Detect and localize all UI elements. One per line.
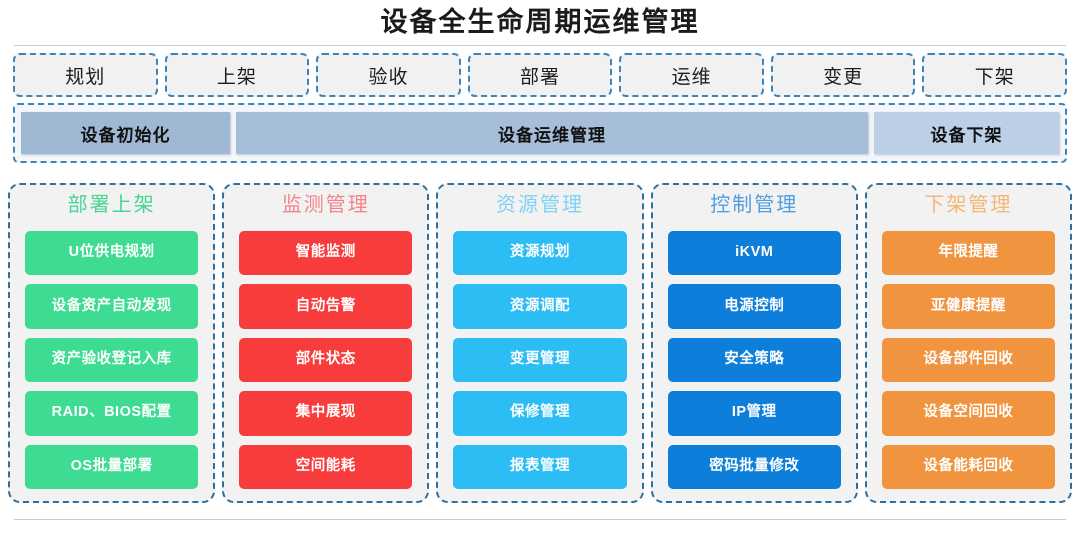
capability-item[interactable]: 资源规划 — [453, 231, 627, 276]
phase-box-1[interactable]: 规划 — [13, 53, 158, 97]
capability-item[interactable]: 资源调配 — [453, 284, 627, 329]
capability-item[interactable]: 设备部件回收 — [881, 337, 1056, 383]
lifecycle-phase-row: 规划 上架 验收 部署 运维 变更 下架 — [13, 53, 1068, 97]
capability-item[interactable]: RAID、BIOS配置 — [25, 391, 199, 436]
capability-item[interactable]: iKVM — [667, 231, 841, 276]
capability-item[interactable]: 变更管理 — [453, 337, 627, 383]
capability-item[interactable]: 密码批量修改 — [667, 444, 841, 490]
phase-box-4[interactable]: 部署 — [467, 53, 613, 97]
capability-item-list-2: 智能监测自动告警部件状态集中展现空间能耗 — [239, 231, 413, 490]
capability-item[interactable]: 自动告警 — [239, 284, 413, 329]
capability-item-list-4: iKVM 电源控制安全策略 IP管理密码批量修改 — [667, 231, 841, 490]
phase-box-6[interactable]: 变更 — [770, 53, 916, 97]
capability-item[interactable]: 资产验收登记入库 — [25, 337, 199, 383]
capability-card-3: 资源管理资源规划资源调配变更管理保修管理报表管理 — [436, 183, 644, 503]
capability-card-title-3: 资源管理 — [496, 194, 584, 216]
capability-item[interactable]: 安全策略 — [667, 337, 841, 383]
capability-item[interactable]: 保修管理 — [453, 391, 627, 436]
capability-item[interactable]: 空间能耗 — [239, 444, 413, 490]
stage-bar-group: 设备初始化 设备运维管理 设备下架 — [13, 103, 1067, 163]
phase-box-5[interactable]: 运维 — [619, 53, 764, 97]
phase-box-2[interactable]: 上架 — [164, 53, 310, 97]
capability-item[interactable]: 报表管理 — [453, 444, 627, 490]
footer-divider — [14, 519, 1066, 520]
capability-item[interactable]: OS批量部署 — [25, 444, 199, 490]
stage-bar-1[interactable]: 设备初始化 — [21, 112, 230, 154]
capability-item[interactable]: 设备资产自动发现 — [25, 284, 199, 329]
capability-item[interactable]: 年限提醒 — [881, 231, 1056, 276]
capability-item[interactable]: 设备能耗回收 — [881, 444, 1056, 490]
capability-item[interactable]: 电源控制 — [667, 284, 841, 329]
capability-card-5: 下架管理年限提醒亚健康提醒设备部件回收 设备空间回收 设备能耗回收 — [864, 183, 1073, 503]
stage-bar-2[interactable]: 设备运维管理 — [236, 112, 868, 154]
capability-item[interactable]: 部件状态 — [239, 337, 413, 383]
capability-column-group: 部署上架 U位供电规划 设备资产自动发现 资产验收登记入库 RAID、BIOS配置 OS批… — [8, 183, 1073, 503]
capability-card-2: 监测管理智能监测自动告警部件状态集中展现空间能耗 — [222, 183, 430, 503]
header-divider — [14, 45, 1066, 46]
capability-item[interactable]: U位供电规划 — [25, 231, 199, 276]
capability-card-title-2: 监测管理 — [281, 194, 370, 216]
phase-box-7[interactable]: 下架 — [922, 53, 1068, 97]
capability-card-title-1: 部署上架 — [67, 194, 156, 216]
capability-item[interactable]: 亚健康提醒 — [881, 284, 1056, 329]
capability-item-list-5: 年限提醒亚健康提醒设备部件回收 设备空间回收 设备能耗回收 — [881, 231, 1056, 490]
capability-item[interactable]: 集中展现 — [239, 391, 413, 436]
capability-item-list-3: 资源规划资源调配变更管理保修管理报表管理 — [453, 231, 627, 490]
capability-item-list-1: U位供电规划 设备资产自动发现 资产验收登记入库 RAID、BIOS配置 OS批量部署 — [25, 231, 199, 490]
capability-card-title-5: 下架管理 — [924, 194, 1013, 216]
capability-item[interactable]: IP管理 — [667, 391, 841, 436]
capability-item[interactable]: 智能监测 — [239, 231, 413, 276]
phase-box-3[interactable]: 验收 — [316, 53, 461, 97]
stage-bar-3[interactable]: 设备下架 — [874, 112, 1059, 154]
capability-card-title-4: 控制管理 — [710, 194, 799, 216]
page-title: 设备全生命周期运维管理 — [380, 7, 700, 37]
capability-card-1: 部署上架 U位供电规划 设备资产自动发现 资产验收登记入库 RAID、BIOS配置 OS批… — [8, 183, 216, 503]
capability-card-4: 控制管理 iKVM 电源控制安全策略 IP管理密码批量修改 — [650, 183, 858, 503]
capability-item[interactable]: 设备空间回收 — [881, 391, 1056, 436]
